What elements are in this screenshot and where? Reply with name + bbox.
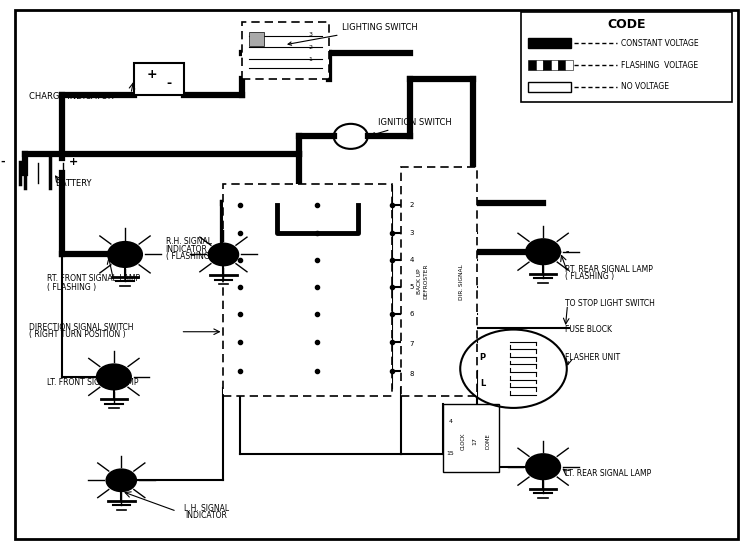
Bar [543,60,551,70]
Text: IGNITION SWITCH: IGNITION SWITCH [372,118,452,136]
Bar [224,184,392,396]
Text: CONSTANT VOLTAGE: CONSTANT VOLTAGE [621,39,699,48]
Circle shape [526,239,560,264]
Text: ( FLASHING ): ( FLASHING ) [166,252,215,260]
Text: -: - [1,157,5,167]
Bar [521,12,732,102]
Text: 8: 8 [410,371,414,377]
Text: +: + [69,157,78,167]
Bar [528,82,571,92]
Text: P: P [479,353,485,362]
Text: 7: 7 [410,341,414,347]
Text: FUSE BLOCK: FUSE BLOCK [565,324,613,334]
Text: 4: 4 [449,419,453,424]
Text: FLASHER UNIT: FLASHER UNIT [565,353,620,362]
Text: ( RIGHT TURN POSITION ): ( RIGHT TURN POSITION ) [29,330,126,340]
Text: LT. REAR SIGNAL LAMP: LT. REAR SIGNAL LAMP [565,469,652,478]
Text: ( FLASHING ): ( FLASHING ) [47,283,96,292]
Text: ( FLASHING ): ( FLASHING ) [565,272,614,281]
Circle shape [106,469,136,491]
Text: DOME: DOME [485,433,490,449]
Circle shape [526,454,560,479]
Text: TO STOP LIGHT SWITCH: TO STOP LIGHT SWITCH [565,299,655,308]
Bar [528,60,536,70]
Text: RT. FRONT SIGNAL LAMP: RT. FRONT SIGNAL LAMP [47,275,141,283]
Text: LIGHTING SWITCH: LIGHTING SWITCH [288,23,417,45]
Text: INDICATOR: INDICATOR [166,245,208,253]
Text: BACK UP
DEFROSTER: BACK UP DEFROSTER [417,264,428,299]
Text: 1: 1 [309,57,313,62]
Bar [134,63,184,95]
Bar [242,21,329,79]
Text: +: + [146,68,157,81]
Text: 2: 2 [410,202,414,208]
Text: 2: 2 [309,45,313,50]
Text: 3: 3 [410,230,414,236]
Text: CODE: CODE [607,18,646,31]
Bar [536,60,543,70]
Bar [565,60,573,70]
Text: DIRECTION SIGNAL SWITCH: DIRECTION SIGNAL SWITCH [29,323,133,333]
Text: BATTERY: BATTERY [55,179,91,188]
Text: INDICATOR: INDICATOR [186,511,227,520]
Text: 15: 15 [447,451,455,456]
Text: L.H. SIGNAL: L.H. SIGNAL [184,504,229,513]
Bar [528,38,571,48]
Text: LT. FRONT SIGNAL LAMP: LT. FRONT SIGNAL LAMP [47,378,139,387]
Circle shape [108,242,142,267]
Text: CLOCK: CLOCK [461,433,466,450]
Text: 3: 3 [309,32,313,37]
Text: RT. REAR SIGNAL LAMP: RT. REAR SIGNAL LAMP [565,265,653,274]
Text: L: L [479,380,485,388]
Text: R.H. SIGNAL: R.H. SIGNAL [166,237,212,247]
Text: 17: 17 [473,437,477,445]
Bar [551,60,558,70]
Text: CHARGE INDICATOR: CHARGE INDICATOR [29,92,114,101]
Text: 5: 5 [410,284,414,290]
Circle shape [97,364,131,389]
Text: -: - [167,78,172,90]
Text: 4: 4 [410,257,414,263]
Circle shape [209,243,238,265]
Bar [401,167,476,396]
Text: NO VOLTAGE: NO VOLTAGE [621,83,669,91]
Text: 6: 6 [410,311,414,317]
Bar [249,32,264,45]
Text: FLASHING  VOLTAGE: FLASHING VOLTAGE [621,61,698,69]
Bar [444,404,499,472]
Bar [558,60,565,70]
Text: DIR. SIGNAL: DIR. SIGNAL [459,264,465,300]
